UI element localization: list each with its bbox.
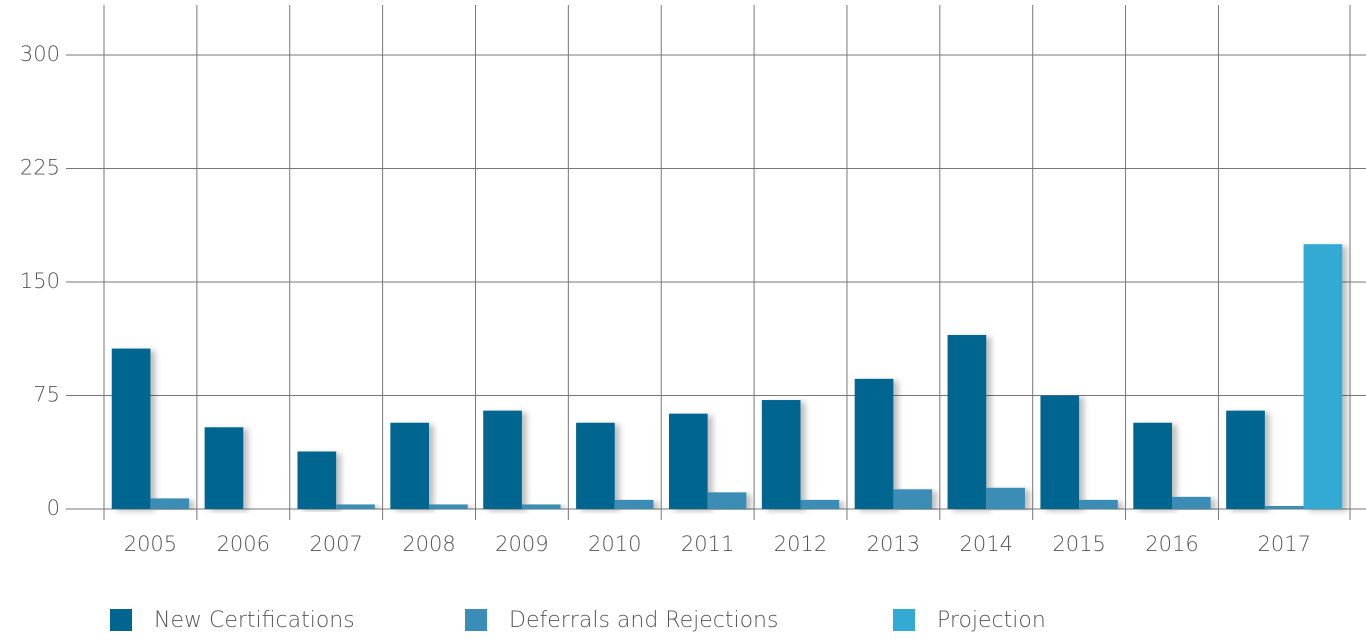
legend-label: New Certifications — [154, 608, 355, 633]
x-tick-label: 2016 — [1145, 532, 1198, 556]
bar — [297, 451, 337, 509]
bar — [1226, 410, 1265, 509]
legend-swatch — [110, 609, 132, 631]
bar — [1172, 496, 1211, 509]
x-tick-label: 2012 — [774, 532, 827, 556]
x-tick-label: 2013 — [867, 532, 920, 556]
bar — [986, 487, 1025, 509]
x-tick-label: 2014 — [960, 532, 1013, 556]
bar — [668, 413, 708, 509]
x-tick-label: 2015 — [1052, 532, 1105, 556]
y-tick-label: 0 — [47, 496, 60, 520]
bar — [336, 504, 375, 509]
legend: New Certifications Deferrals and Rejectio… — [110, 608, 1046, 633]
bar — [204, 427, 244, 509]
x-tick-label: 2010 — [588, 532, 641, 556]
y-tick-label: 300 — [20, 42, 60, 66]
bar — [521, 504, 561, 509]
y-tick-label: 225 — [20, 156, 60, 180]
legend-swatch — [465, 609, 487, 631]
bar — [1040, 395, 1080, 509]
bar — [947, 334, 987, 509]
bar — [854, 378, 894, 509]
x-tick-label: 2008 — [402, 532, 455, 556]
y-tick-label: 150 — [20, 269, 60, 293]
bar — [1133, 422, 1172, 509]
bar — [1303, 244, 1343, 509]
bar — [390, 422, 430, 509]
x-tick-label: 2011 — [681, 532, 734, 556]
x-tick-label: 2005 — [124, 532, 177, 556]
bar — [150, 498, 190, 509]
bar — [614, 499, 654, 509]
x-tick-label: 2006 — [217, 532, 270, 556]
x-tick-label: 2017 — [1257, 532, 1310, 556]
bar — [707, 492, 747, 509]
bar — [1079, 499, 1118, 509]
bar — [1264, 505, 1304, 509]
bar — [576, 422, 615, 509]
y-tick-label: 75 — [33, 383, 60, 407]
legend-label: Deferrals and Rejections — [509, 608, 778, 633]
bar — [893, 489, 933, 509]
x-tick-label: 2009 — [495, 532, 548, 556]
x-tick-label: 2007 — [309, 532, 362, 556]
bar — [761, 400, 801, 509]
bar — [483, 410, 522, 509]
bar — [111, 348, 151, 509]
legend-label: Projection — [937, 608, 1046, 633]
bar — [800, 499, 840, 509]
bar — [429, 504, 468, 509]
legend-swatch — [893, 609, 915, 631]
